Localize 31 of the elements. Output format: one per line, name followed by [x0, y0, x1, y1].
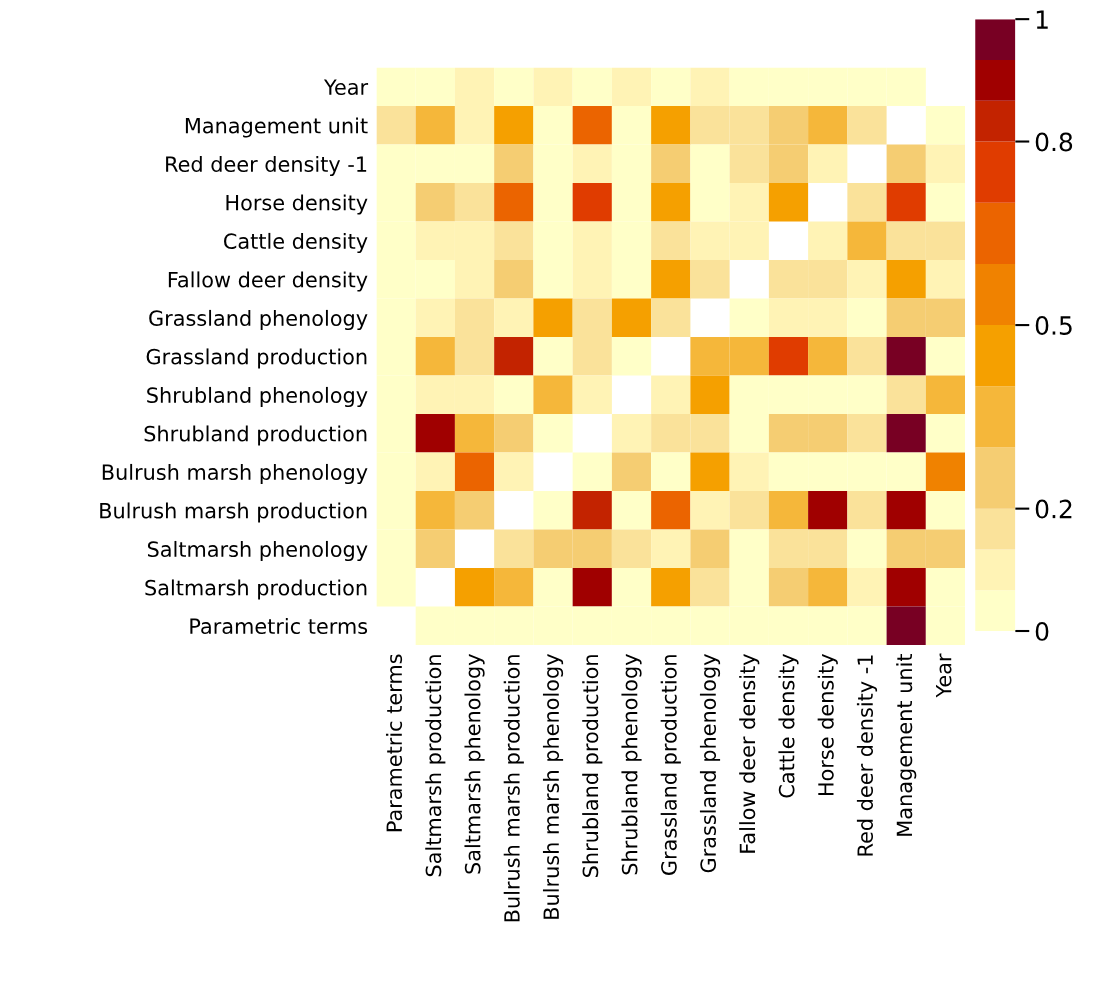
y-tick-label: Shrubland phenology: [147, 386, 368, 408]
x-tick-label: Shrubland phenology: [621, 654, 642, 875]
x-tick-label: Cattle density: [778, 654, 799, 798]
y-tick-label: Grassland phenology: [149, 309, 368, 331]
x-tick-label: Fallow deer density: [739, 654, 760, 853]
y-tick-label: Fallow deer density: [168, 271, 368, 292]
y-tick-label: Horse density: [226, 194, 368, 215]
y-tick-label: Year: [323, 79, 369, 95]
x-tick-label: Shrubland production: [582, 655, 603, 877]
y-tick-label: Cattle density: [224, 232, 368, 254]
y-tick-label: Saltmarsh phenology: [147, 540, 368, 562]
x-tick-label: Horse density: [817, 654, 838, 796]
color-bar-label: 0.2: [1035, 499, 1072, 519]
x-tick-label: Grassland phenology: [699, 654, 721, 873]
y-tick-label: Saltmarsh production: [145, 579, 367, 600]
color-bar-label: 0.8: [1035, 132, 1073, 152]
y-tick-label: Shrubland production: [144, 425, 367, 446]
x-tick-label: Bulrush marsh phenology: [542, 654, 564, 919]
color-bar-label: 1: [1036, 10, 1048, 29]
color-bar-label: 0.5: [1035, 316, 1072, 335]
x-tick-label: Management unit: [896, 653, 917, 836]
y-tick-label: Grassland production: [146, 348, 367, 369]
x-tick-label: Year: [936, 653, 952, 698]
y-tick-label: Management unit: [185, 117, 368, 138]
x-tick-label: Grassland production: [660, 655, 681, 875]
y-tick-label: Bulrush marsh production: [100, 502, 367, 523]
y-tick-label: Bulrush marsh phenology: [102, 463, 368, 485]
y-tick-label: Parametric terms: [190, 617, 368, 635]
y-tick-label: Red deer density -1: [166, 155, 367, 177]
x-tick-label: Red deer density -1: [856, 655, 878, 856]
color-bar-label: 0: [1035, 621, 1049, 641]
